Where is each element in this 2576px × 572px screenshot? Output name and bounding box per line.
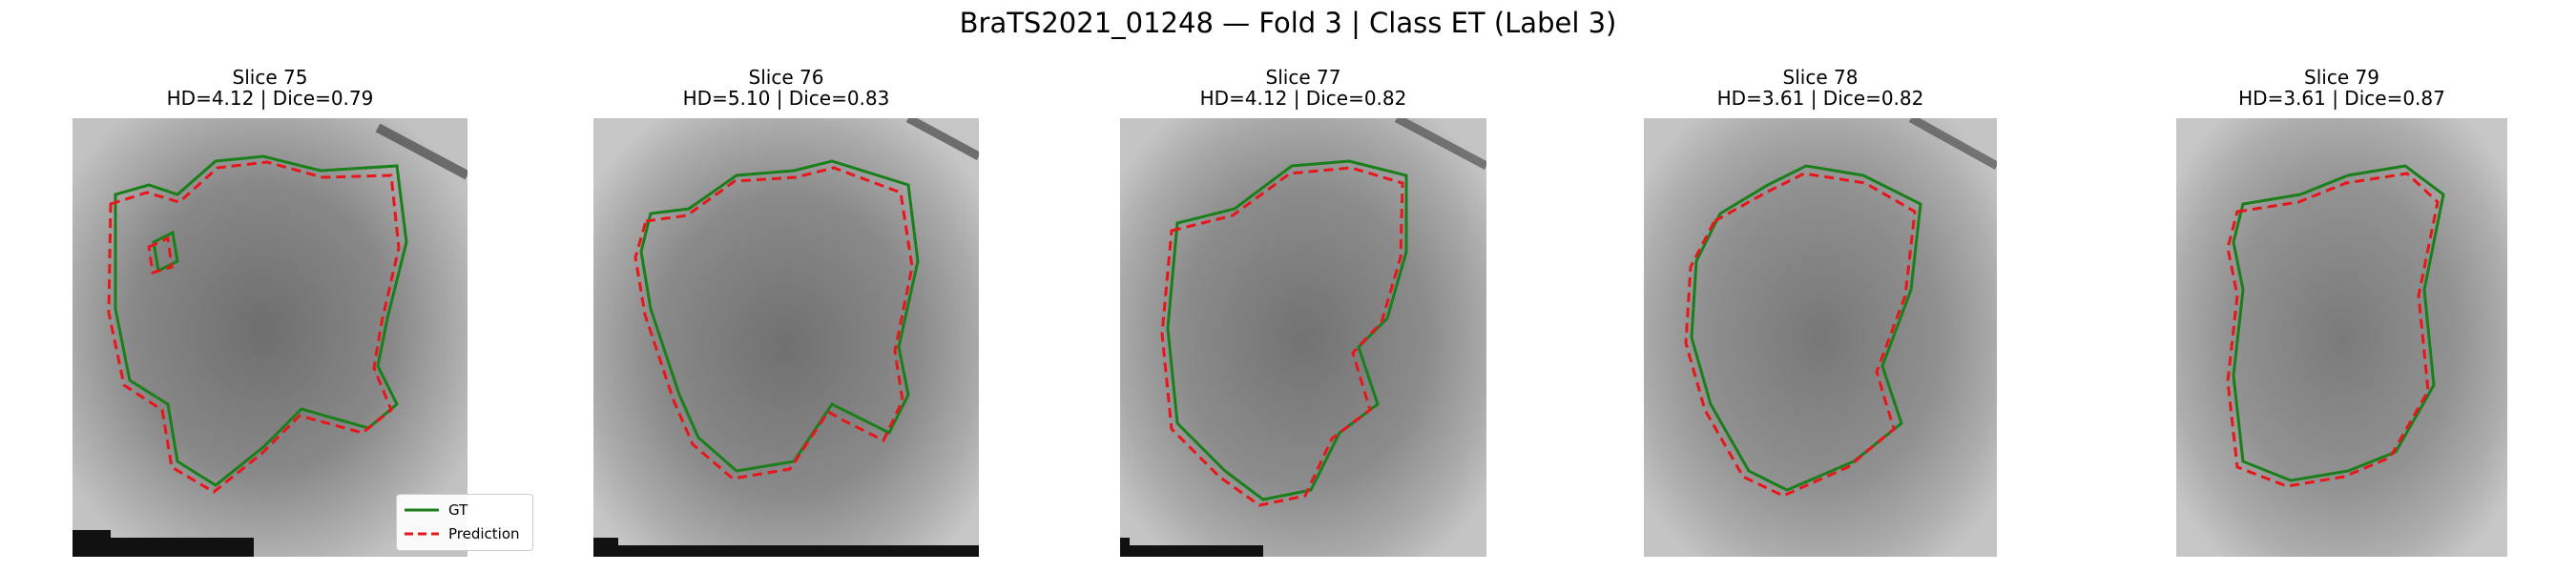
legend-item-prediction: Prediction	[405, 524, 520, 543]
mri-slice-image	[593, 118, 979, 557]
legend-label-prediction: Prediction	[448, 525, 520, 542]
slice-title: Slice 77	[1265, 66, 1341, 89]
mri-slice-image	[1120, 118, 1486, 557]
prediction-contour	[1684, 172, 1917, 498]
slice-metrics: HD=3.61 | Dice=0.87	[2238, 87, 2445, 110]
gt-contour	[1166, 159, 1408, 501]
prediction-contour	[107, 160, 401, 494]
slice-title: Slice 75	[232, 66, 308, 89]
gt-contour	[639, 159, 920, 473]
slice-title: Slice 78	[1782, 66, 1859, 89]
gt-contour	[2232, 164, 2445, 482]
slice-title: Slice 76	[748, 66, 824, 89]
slice-metrics: HD=4.12 | Dice=0.82	[1199, 87, 1407, 110]
legend-label-gt: GT	[448, 501, 468, 519]
slice-metrics: HD=5.10 | Dice=0.83	[682, 87, 890, 110]
figure-title: BraTS2021_01248 — Fold 3 | Class ET (Lab…	[959, 7, 1617, 39]
gt-contour	[114, 154, 408, 487]
mri-slice-image	[73, 118, 467, 557]
legend-item-gt: GT	[405, 500, 467, 520]
slice-title: Slice 79	[2304, 66, 2379, 89]
prediction-contour	[1160, 166, 1404, 507]
mri-slice-image	[1644, 118, 1997, 557]
mri-slice-image	[2176, 118, 2507, 557]
gt-contour	[1690, 164, 1922, 492]
slice-metrics: HD=4.12 | Dice=0.79	[166, 87, 374, 110]
slice-metrics: HD=3.61 | Dice=0.82	[1716, 87, 1924, 110]
prediction-contour	[634, 166, 914, 480]
legend: GT Prediction	[396, 494, 533, 551]
